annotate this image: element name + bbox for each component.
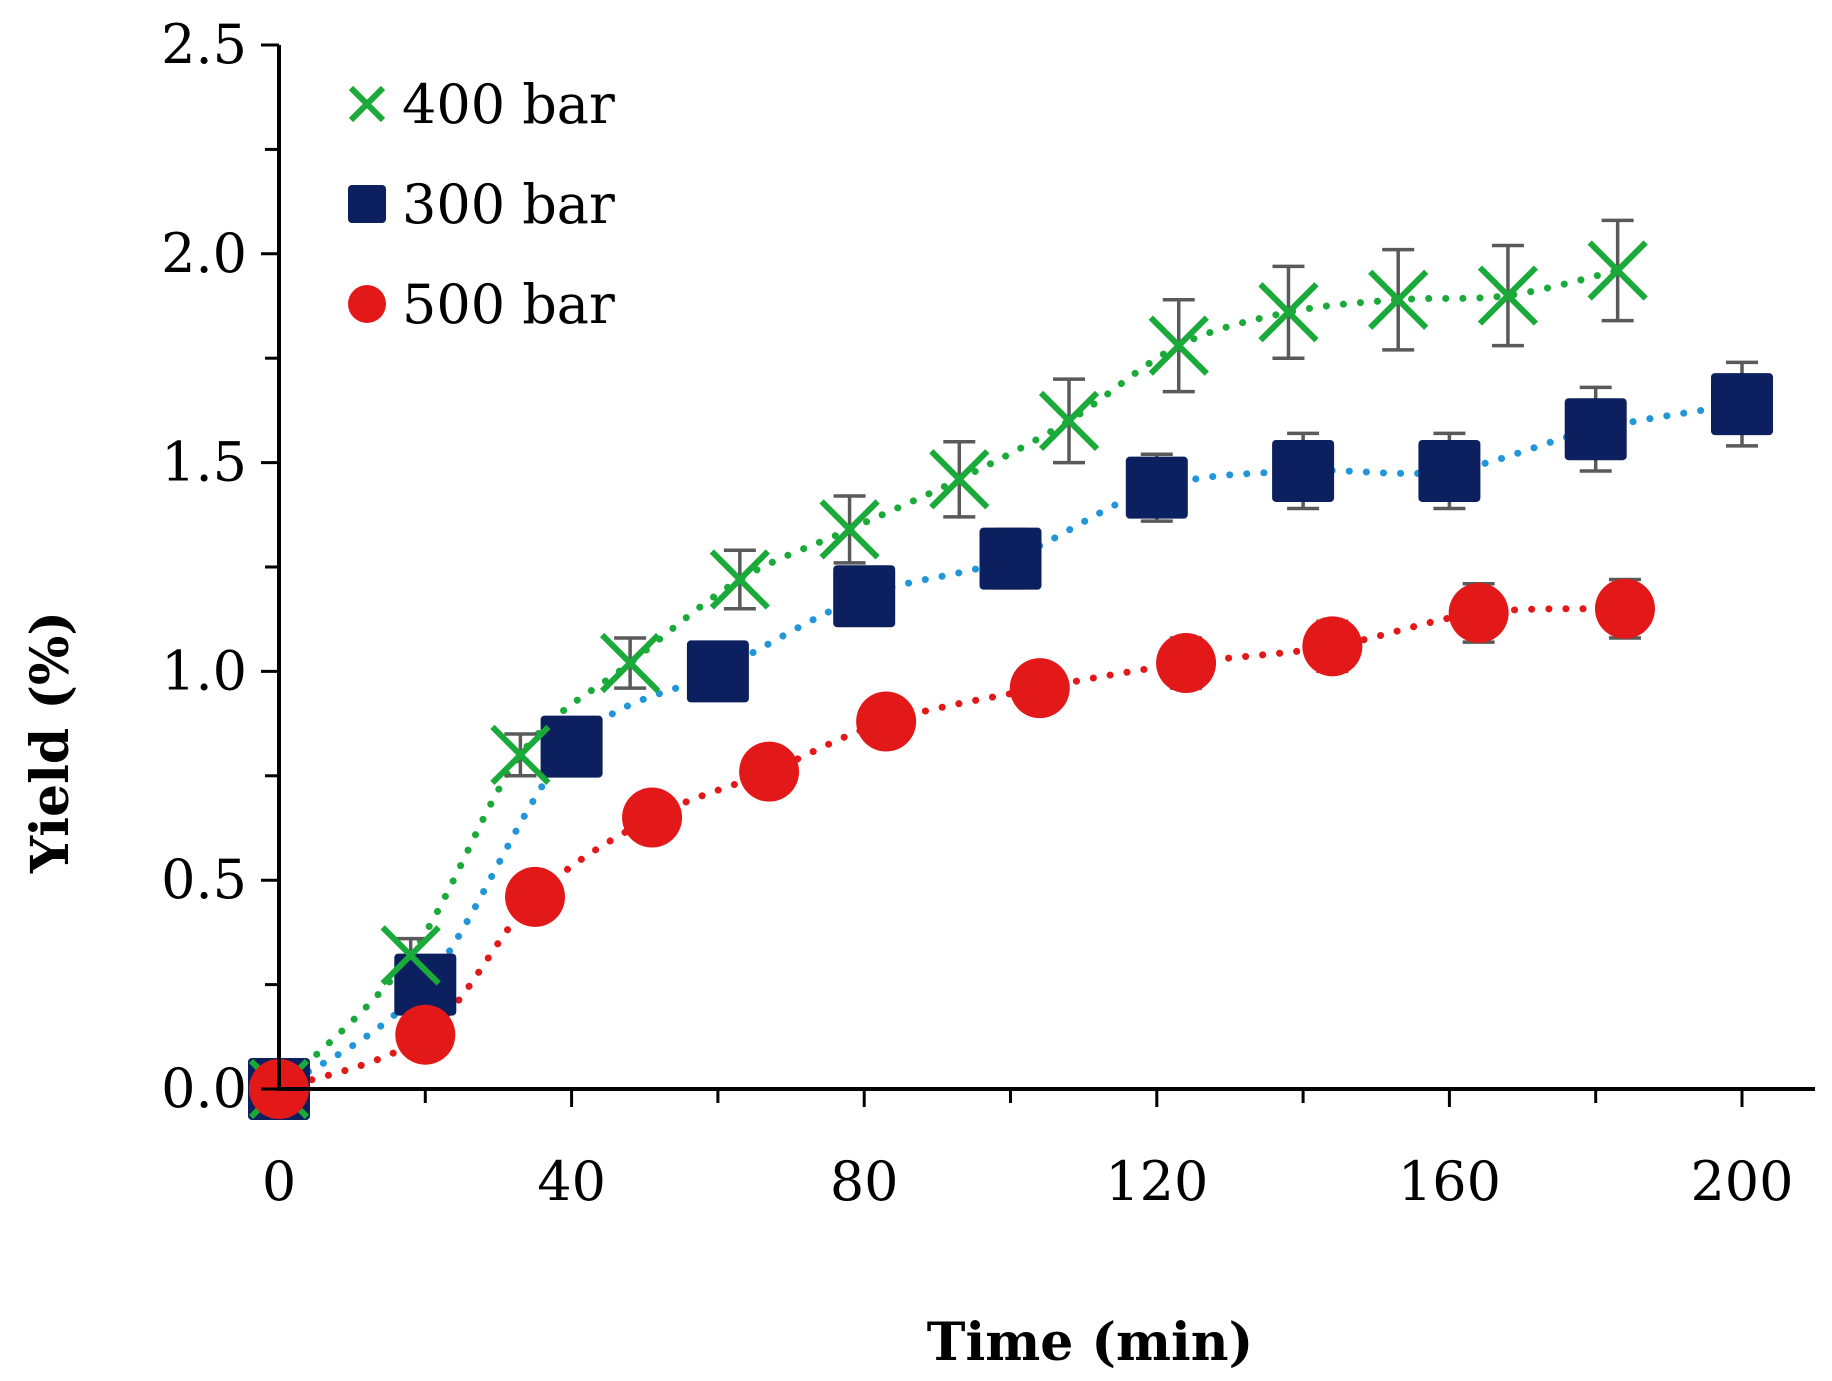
y-tick-label: 0.0: [161, 1057, 247, 1120]
data-point-400-bar: [1368, 269, 1429, 330]
x-tick-label: 40: [537, 1150, 606, 1213]
data-point-300-bar: [1272, 439, 1335, 502]
axes: 0.0 0.5 1.0 1.5 2.0 2.5 0 40 80 120 160 200: [161, 13, 1815, 1213]
y-tick-label: 2.5: [161, 13, 247, 76]
x-tick-label: 120: [1105, 1150, 1208, 1213]
y-tick-label: 2.0: [161, 222, 247, 285]
error-bars: [394, 218, 1758, 1045]
data-point-400-bar: [929, 449, 990, 510]
x-tick-label: 200: [1690, 1150, 1793, 1213]
x-marker-stroke: [1038, 390, 1100, 451]
data-point-500-bar: [1594, 578, 1655, 639]
x-marker-stroke: [348, 85, 386, 123]
data-point-400-bar: [380, 925, 441, 986]
data-point-500-bar: [1448, 582, 1509, 643]
trend-line-300-bar: [275, 400, 1746, 1093]
x-tick-label: 0: [262, 1150, 296, 1213]
x-marker-stroke: [1368, 269, 1429, 330]
data-point-300-bar: [540, 715, 603, 778]
data-point-400-bar: [819, 499, 880, 560]
data-point-500-bar: [1009, 658, 1070, 719]
x-marker-stroke: [490, 724, 551, 786]
data-point-400-bar: [1258, 282, 1319, 343]
legend-label: 400 bar: [402, 73, 615, 136]
data-point-300-bar: [394, 953, 457, 1016]
data-point-500-bar: [395, 1004, 456, 1065]
data-point-500-bar: [739, 741, 800, 802]
data-point-300-bar: [833, 565, 896, 628]
x-tick-label: 160: [1398, 1150, 1501, 1213]
data-point-400-bar: [709, 549, 770, 610]
x-marker-stroke: [1587, 240, 1648, 301]
y-tick-label: 1.5: [161, 431, 247, 494]
data-point-400-bar: [1587, 240, 1648, 301]
data-point-300-bar: [1418, 439, 1481, 502]
trend-lines: [275, 267, 1746, 1093]
x-marker-stroke: [929, 449, 990, 510]
data-point-500-bar: [856, 691, 917, 752]
x-marker-stroke: [819, 499, 880, 560]
x-marker-stroke: [1148, 315, 1209, 376]
y-axis-title: Yield (%): [20, 611, 81, 874]
data-point-300-bar: [686, 640, 749, 703]
data-point-300-bar: [1125, 456, 1188, 519]
legend-marker: [348, 85, 386, 123]
legend: 400 bar 300 bar 500 bar: [348, 73, 615, 336]
x-axis-title: Time (min): [927, 1312, 1253, 1373]
y-tick-label: 1.0: [161, 639, 247, 702]
x-marker-stroke: [599, 632, 661, 694]
x-marker-stroke: [380, 925, 441, 986]
data-point-400-bar: [1477, 265, 1539, 326]
data-point-400-bar: [599, 632, 661, 694]
legend-marker: [348, 285, 386, 323]
x-marker-stroke: [1258, 282, 1319, 343]
data-point-300-bar: [1711, 373, 1773, 436]
legend-label: 500 bar: [402, 273, 615, 336]
data-point-400-bar: [1148, 315, 1209, 376]
data-point-300-bar: [1564, 398, 1627, 461]
y-tick-label: 0.5: [161, 848, 247, 911]
x-marker-stroke: [709, 549, 770, 610]
data-point-400-bar: [490, 724, 551, 786]
x-marker-stroke: [1477, 265, 1539, 326]
data-point-500-bar: [1156, 633, 1217, 694]
data-point-400-bar: [1038, 390, 1100, 451]
data-point-500-bar: [622, 787, 683, 848]
data-point-500-bar: [505, 866, 566, 927]
data-point-300-bar: [979, 527, 1042, 590]
legend-label: 300 bar: [402, 173, 615, 236]
trend-line-400-bar: [275, 267, 1622, 1093]
data-point-500-bar: [1302, 616, 1363, 677]
legend-marker: [348, 185, 386, 223]
x-tick-label: 80: [830, 1150, 899, 1213]
trend-line-500-bar: [275, 605, 1629, 1093]
data-markers: [248, 240, 1773, 1120]
